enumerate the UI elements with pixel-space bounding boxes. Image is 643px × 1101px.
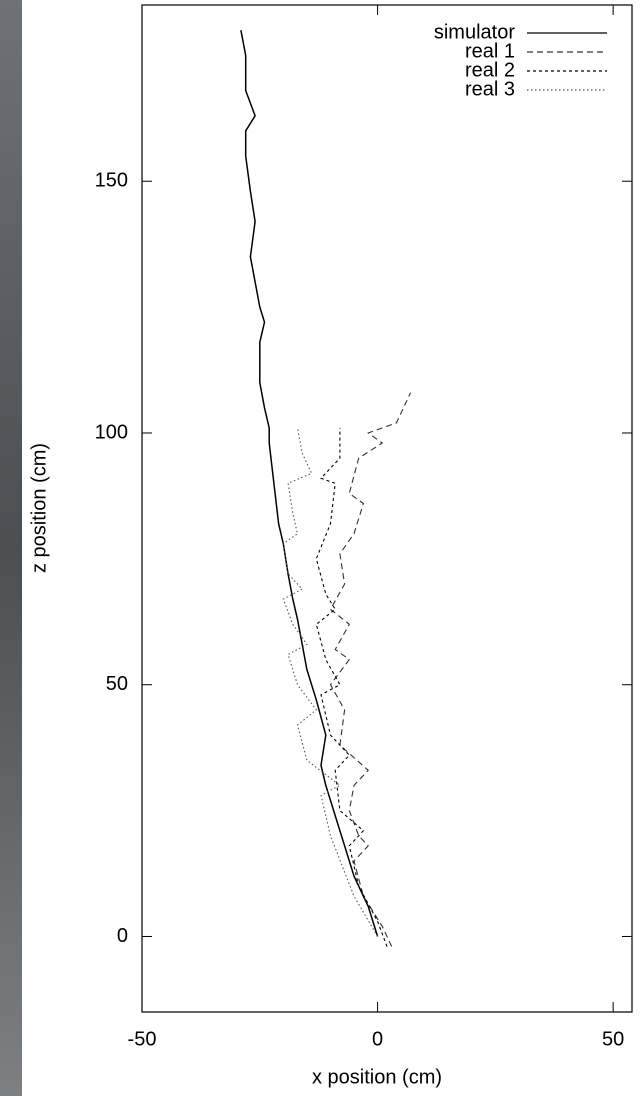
y-tick-label: 50 bbox=[106, 673, 128, 695]
x-axis-label: x position (cm) bbox=[312, 1066, 442, 1088]
y-tick-label: 100 bbox=[95, 421, 128, 443]
series-line bbox=[331, 393, 411, 947]
series-line bbox=[241, 30, 378, 936]
y-tick-label: 150 bbox=[95, 170, 128, 192]
x-tick-label: -50 bbox=[128, 1028, 157, 1050]
plot-frame bbox=[142, 5, 632, 1012]
legend-label: real 3 bbox=[465, 78, 515, 100]
photo-strip bbox=[0, 0, 22, 1096]
y-tick-label: 0 bbox=[117, 925, 128, 947]
x-tick-label: 0 bbox=[372, 1028, 383, 1050]
x-tick-label: 50 bbox=[602, 1028, 624, 1050]
y-axis-label: z position (cm) bbox=[28, 443, 50, 573]
chart: x position (cm) z position (cm) -50 0 50 0 5… bbox=[0, 0, 643, 1096]
